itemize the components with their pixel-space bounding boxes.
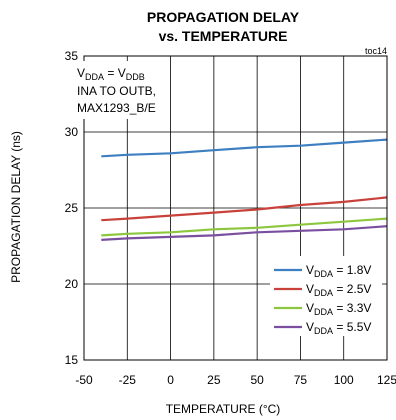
y-axis-label: PROPAGATION DELAY (ns) bbox=[9, 131, 23, 283]
annotation-line1: VDDA = VDDB bbox=[77, 66, 145, 82]
chart-tag: toc14 bbox=[365, 46, 387, 56]
x-tick-label: 25 bbox=[207, 373, 221, 387]
legend: VDDA = 1.8V VDDA = 2.5V VDDA = 3.3V VDDA = … bbox=[274, 263, 371, 336]
x-axis-label: TEMPERATURE (°C) bbox=[166, 402, 281, 416]
tick-labels: -50 -25 0 25 50 75 100 125 15 20 25 30 35 bbox=[65, 49, 396, 387]
x-tick-label: -25 bbox=[119, 373, 137, 387]
legend-label-1: VDDA = 1.8V bbox=[306, 263, 371, 279]
annotation-line2: INA TO OUTB, bbox=[77, 84, 156, 98]
legend-label-3: VDDA = 3.3V bbox=[306, 301, 371, 317]
plot-frame bbox=[83, 55, 388, 361]
y-tick-label: 30 bbox=[65, 125, 79, 139]
legend-label-4: VDDA = 5.5V bbox=[306, 320, 371, 336]
y-tick-label: 25 bbox=[65, 201, 79, 215]
x-tick-label: 75 bbox=[294, 373, 308, 387]
x-tick-label: 125 bbox=[377, 373, 396, 387]
x-tick-label: 0 bbox=[167, 373, 174, 387]
x-tick-label: 50 bbox=[250, 373, 264, 387]
annotation-box bbox=[73, 61, 169, 119]
grid-lines bbox=[84, 56, 387, 360]
series-line-1 bbox=[101, 138, 388, 158]
series-line-3 bbox=[101, 217, 388, 237]
chart-title-line2: vs. TEMPERATURE bbox=[159, 28, 288, 44]
y-tick-label: 20 bbox=[65, 277, 79, 291]
series-line-2 bbox=[101, 196, 388, 222]
chart-title-line1: PROPAGATION DELAY bbox=[147, 9, 300, 25]
annotation-line3: MAX1293_B/E bbox=[77, 101, 156, 115]
series-lines bbox=[101, 138, 388, 241]
x-tick-label: -50 bbox=[75, 373, 93, 387]
x-tick-label: 100 bbox=[334, 373, 354, 387]
legend-label-2: VDDA = 2.5V bbox=[306, 282, 371, 298]
y-tick-label: 15 bbox=[65, 353, 79, 367]
series-line-4 bbox=[101, 225, 388, 241]
y-tick-label: 35 bbox=[65, 49, 79, 63]
